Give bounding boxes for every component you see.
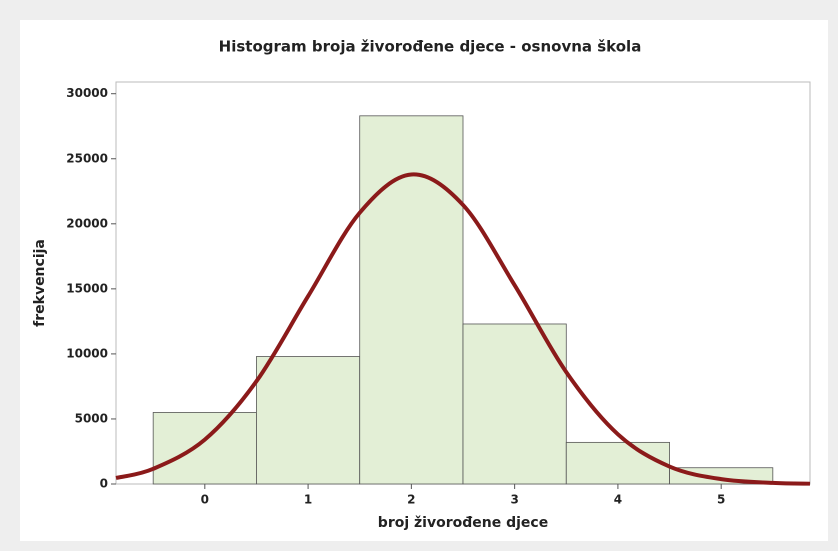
x-tick-label: 3 <box>510 493 518 507</box>
y-tick-label: 10000 <box>66 346 108 360</box>
x-axis-label: broj živorođene djece <box>378 515 548 531</box>
y-axis-label: frekvencija <box>32 239 48 327</box>
bar <box>359 115 464 485</box>
x-tick-label: 4 <box>614 493 622 507</box>
chart-title: Histogram broja živorođene djece - osnov… <box>219 38 642 56</box>
y-tick-label: 0 <box>100 477 108 491</box>
fit-curve <box>115 172 811 486</box>
bar <box>256 356 361 485</box>
y-tick-label: 5000 <box>75 411 108 425</box>
bar <box>152 412 257 485</box>
x-tick-label: 5 <box>717 493 725 507</box>
y-tick-label: 30000 <box>66 86 108 100</box>
x-tick-label: 0 <box>201 493 209 507</box>
bar <box>462 323 567 485</box>
y-tick-label: 25000 <box>66 151 108 165</box>
bar <box>565 441 670 485</box>
y-tick-label: 20000 <box>66 216 108 230</box>
y-tick-label: 15000 <box>66 281 108 295</box>
x-tick-label: 1 <box>304 493 312 507</box>
x-tick-label: 2 <box>407 493 415 507</box>
